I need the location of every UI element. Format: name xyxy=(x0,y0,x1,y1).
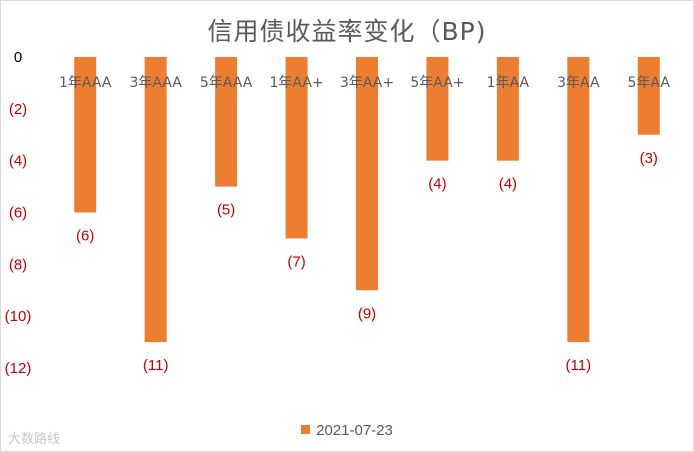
x-tick-label: 3年AA+ xyxy=(340,75,394,91)
data-label: (5) xyxy=(217,202,235,219)
bar xyxy=(144,57,167,343)
y-tick-label: (2) xyxy=(9,101,27,118)
y-tick-label: (8) xyxy=(9,256,27,273)
x-tick-label: 5年AA+ xyxy=(410,75,464,91)
x-tick-label: 1年AA xyxy=(487,75,530,91)
y-tick-label: 0 xyxy=(14,49,22,66)
bar xyxy=(356,57,378,291)
x-tick-label: 3年AAA xyxy=(129,75,182,91)
bars xyxy=(74,57,660,343)
y-tick-label: (4) xyxy=(9,153,27,170)
bar xyxy=(496,57,519,161)
y-tick-label: (12) xyxy=(5,360,32,377)
y-tick-label: (10) xyxy=(5,308,32,325)
x-tick-label: 1年AAA xyxy=(59,75,112,91)
data-label: (11) xyxy=(143,357,169,374)
data-label: (9) xyxy=(358,305,376,322)
x-tick-label: 5年AA xyxy=(628,75,671,91)
bar xyxy=(215,57,238,187)
bar xyxy=(637,57,660,135)
bar xyxy=(567,57,590,343)
data-label: (4) xyxy=(428,176,446,193)
data-label: (3) xyxy=(640,150,658,167)
x-tick-label: 1年AA+ xyxy=(269,75,323,91)
data-labels: (6) (11) (5) (7) (9) (4) (4) (11) (3) xyxy=(76,150,658,374)
legend-swatch xyxy=(301,425,311,434)
bar xyxy=(426,57,449,161)
legend-label: 2021-07-23 xyxy=(316,422,393,439)
data-label: (6) xyxy=(76,228,94,245)
legend: 2021-07-23 xyxy=(0,422,694,439)
x-tick-label: 5年AAA xyxy=(200,75,253,91)
watermark: 大数路线 xyxy=(8,432,61,447)
bar xyxy=(74,57,97,213)
chart-title: 信用债收益率变化（BP) xyxy=(207,17,487,46)
x-axis: 1年AAA 3年AAA 5年AAA 1年AA+ 3年AA+ 5年AA+ 1年AA 3年AA 5年… xyxy=(59,75,670,91)
y-axis: 0 (2) (4) (6) (8) (10) (12) xyxy=(5,49,32,377)
x-tick-label: 3年AA xyxy=(557,75,600,91)
data-label: (4) xyxy=(499,176,517,193)
bar xyxy=(285,57,308,239)
y-tick-label: (6) xyxy=(9,205,27,222)
data-label: (7) xyxy=(287,253,305,270)
data-label: (11) xyxy=(566,357,592,374)
